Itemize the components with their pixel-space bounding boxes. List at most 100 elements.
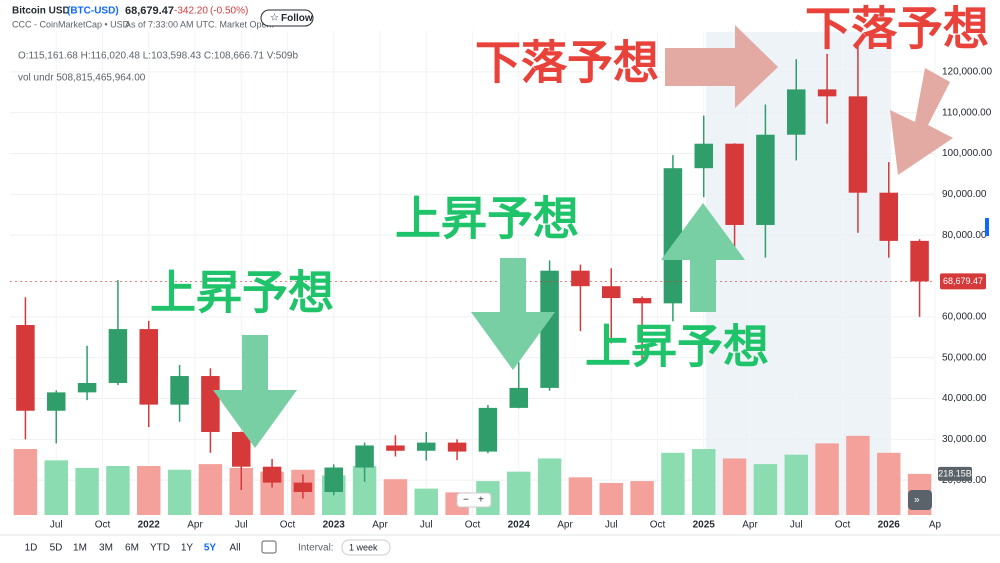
follow-label[interactable]: Follow bbox=[281, 13, 313, 24]
range-button[interactable]: 6M bbox=[125, 543, 139, 554]
calendar-icon[interactable] bbox=[261, 540, 277, 554]
price: 68,679.47 bbox=[125, 5, 174, 17]
ticker-name: Bitcoin USD bbox=[12, 6, 70, 17]
y-tick-label: 100,000.00 bbox=[942, 148, 992, 159]
star-icon: ☆ bbox=[270, 13, 279, 24]
as-of: As of 7:33:00 AM UTC. Market Open. bbox=[125, 19, 274, 29]
y-tick-label: 90,000.00 bbox=[942, 189, 987, 200]
ohlc-legend: O:115,161.68 H:116,020.48 L:103,598.43 C… bbox=[18, 51, 298, 62]
volume-bar bbox=[229, 467, 253, 515]
range-button[interactable]: 3M bbox=[99, 543, 113, 554]
range-button[interactable]: 5D bbox=[50, 543, 63, 554]
range-button[interactable]: YTD bbox=[150, 543, 170, 554]
range-button[interactable]: 5Y bbox=[204, 543, 217, 554]
x-tick-label: 2026 bbox=[878, 520, 901, 531]
scroll-icon[interactable]: » bbox=[914, 495, 920, 506]
volume-bar bbox=[661, 452, 685, 515]
volume-bar bbox=[877, 452, 901, 515]
x-tick-label: 2023 bbox=[323, 520, 346, 531]
range-controls: 1D 5D 1M 3M 6M YTD 1Y 5Y All bbox=[25, 543, 241, 554]
candle-body bbox=[694, 143, 713, 169]
zoom-controls[interactable] bbox=[456, 492, 492, 508]
price-change-pct: (-0.50%) bbox=[210, 6, 248, 17]
annotation: 上昇予想 bbox=[585, 320, 769, 374]
price-tag-label: 68,679.47 bbox=[943, 276, 983, 286]
scroll-button[interactable] bbox=[908, 490, 932, 510]
price-tag bbox=[940, 273, 986, 290]
annotation: 上昇予想 bbox=[395, 192, 579, 246]
scroll-marker bbox=[985, 218, 989, 236]
zoom-in[interactable]: + bbox=[478, 495, 484, 506]
y-tick-label: 40,000.00 bbox=[942, 393, 987, 404]
x-tick-label: 2022 bbox=[138, 520, 161, 531]
x-tick-label: Apr bbox=[187, 520, 203, 531]
range-button[interactable]: 1Y bbox=[181, 543, 194, 554]
candle-body bbox=[571, 270, 590, 287]
x-tick-label: Oct bbox=[465, 520, 481, 531]
interval-label: Interval: bbox=[298, 543, 334, 554]
volume-bar bbox=[44, 460, 68, 515]
candle-body bbox=[879, 192, 898, 241]
zoom-out[interactable]: − bbox=[463, 495, 469, 506]
candle-body bbox=[663, 168, 683, 304]
x-tick-label: Apr bbox=[372, 520, 388, 531]
annotation: 上昇予想 bbox=[150, 266, 334, 320]
x-tick-label: 2025 bbox=[693, 520, 716, 531]
candle-body bbox=[787, 89, 806, 135]
y-tick-label: 50,000.00 bbox=[942, 352, 987, 363]
x-tick-label: Ap bbox=[929, 520, 942, 531]
volume-bar bbox=[106, 466, 130, 515]
candle-body bbox=[47, 392, 66, 411]
volume-legend: vol undr 508,815,465,964.00 bbox=[18, 73, 146, 84]
down-arrow bbox=[213, 335, 297, 448]
candle-body bbox=[540, 270, 559, 388]
annotation: 下落予想 bbox=[805, 2, 989, 56]
candle-body bbox=[632, 298, 652, 304]
interval-select[interactable] bbox=[341, 539, 391, 556]
volume-bar bbox=[815, 443, 839, 515]
volume-bar bbox=[167, 469, 192, 515]
candle-body bbox=[478, 407, 498, 452]
candle-body bbox=[509, 387, 528, 408]
range-button[interactable]: 1D bbox=[25, 543, 38, 554]
candle-body bbox=[324, 467, 343, 493]
candle-body bbox=[355, 445, 374, 468]
x-tick-label: Jul bbox=[790, 520, 803, 531]
candle-body bbox=[602, 286, 621, 299]
interval-value[interactable]: 1 week bbox=[349, 542, 378, 552]
x-tick-label: Oct bbox=[95, 520, 111, 531]
y-tick-label: 30,000.00 bbox=[942, 434, 987, 445]
up-arrow bbox=[661, 203, 745, 312]
x-tick-label: Oct bbox=[650, 520, 666, 531]
volume-bar bbox=[722, 458, 747, 515]
volume-bar bbox=[568, 477, 593, 515]
range-button[interactable]: All bbox=[229, 543, 240, 554]
candle-body bbox=[232, 431, 251, 467]
volume-bar bbox=[692, 449, 716, 515]
candle-body bbox=[386, 445, 405, 451]
volume-bar bbox=[846, 435, 870, 515]
candle-body bbox=[756, 134, 775, 225]
volume-bar bbox=[599, 482, 623, 515]
candle-body bbox=[170, 376, 189, 405]
follow-button[interactable] bbox=[260, 9, 314, 27]
volume-bar bbox=[137, 466, 161, 515]
volume-bar bbox=[13, 449, 38, 515]
candle-body bbox=[817, 89, 837, 97]
volume-bar bbox=[75, 467, 99, 515]
down-arrow bbox=[471, 258, 555, 370]
x-tick-label: Apr bbox=[557, 520, 573, 531]
x-tick-label: Oct bbox=[835, 520, 851, 531]
range-button[interactable]: 1M bbox=[73, 543, 87, 554]
right-arrow bbox=[665, 25, 778, 108]
candle-body bbox=[201, 376, 220, 432]
x-tick-label: Apr bbox=[742, 520, 758, 531]
candle-body bbox=[910, 240, 929, 282]
volume-bar bbox=[198, 464, 223, 515]
x-tick-label: Jul bbox=[235, 520, 248, 531]
volume-tag bbox=[938, 466, 972, 481]
volume-bar bbox=[507, 471, 531, 515]
candle-body bbox=[139, 329, 158, 405]
volume-bar bbox=[537, 458, 562, 515]
